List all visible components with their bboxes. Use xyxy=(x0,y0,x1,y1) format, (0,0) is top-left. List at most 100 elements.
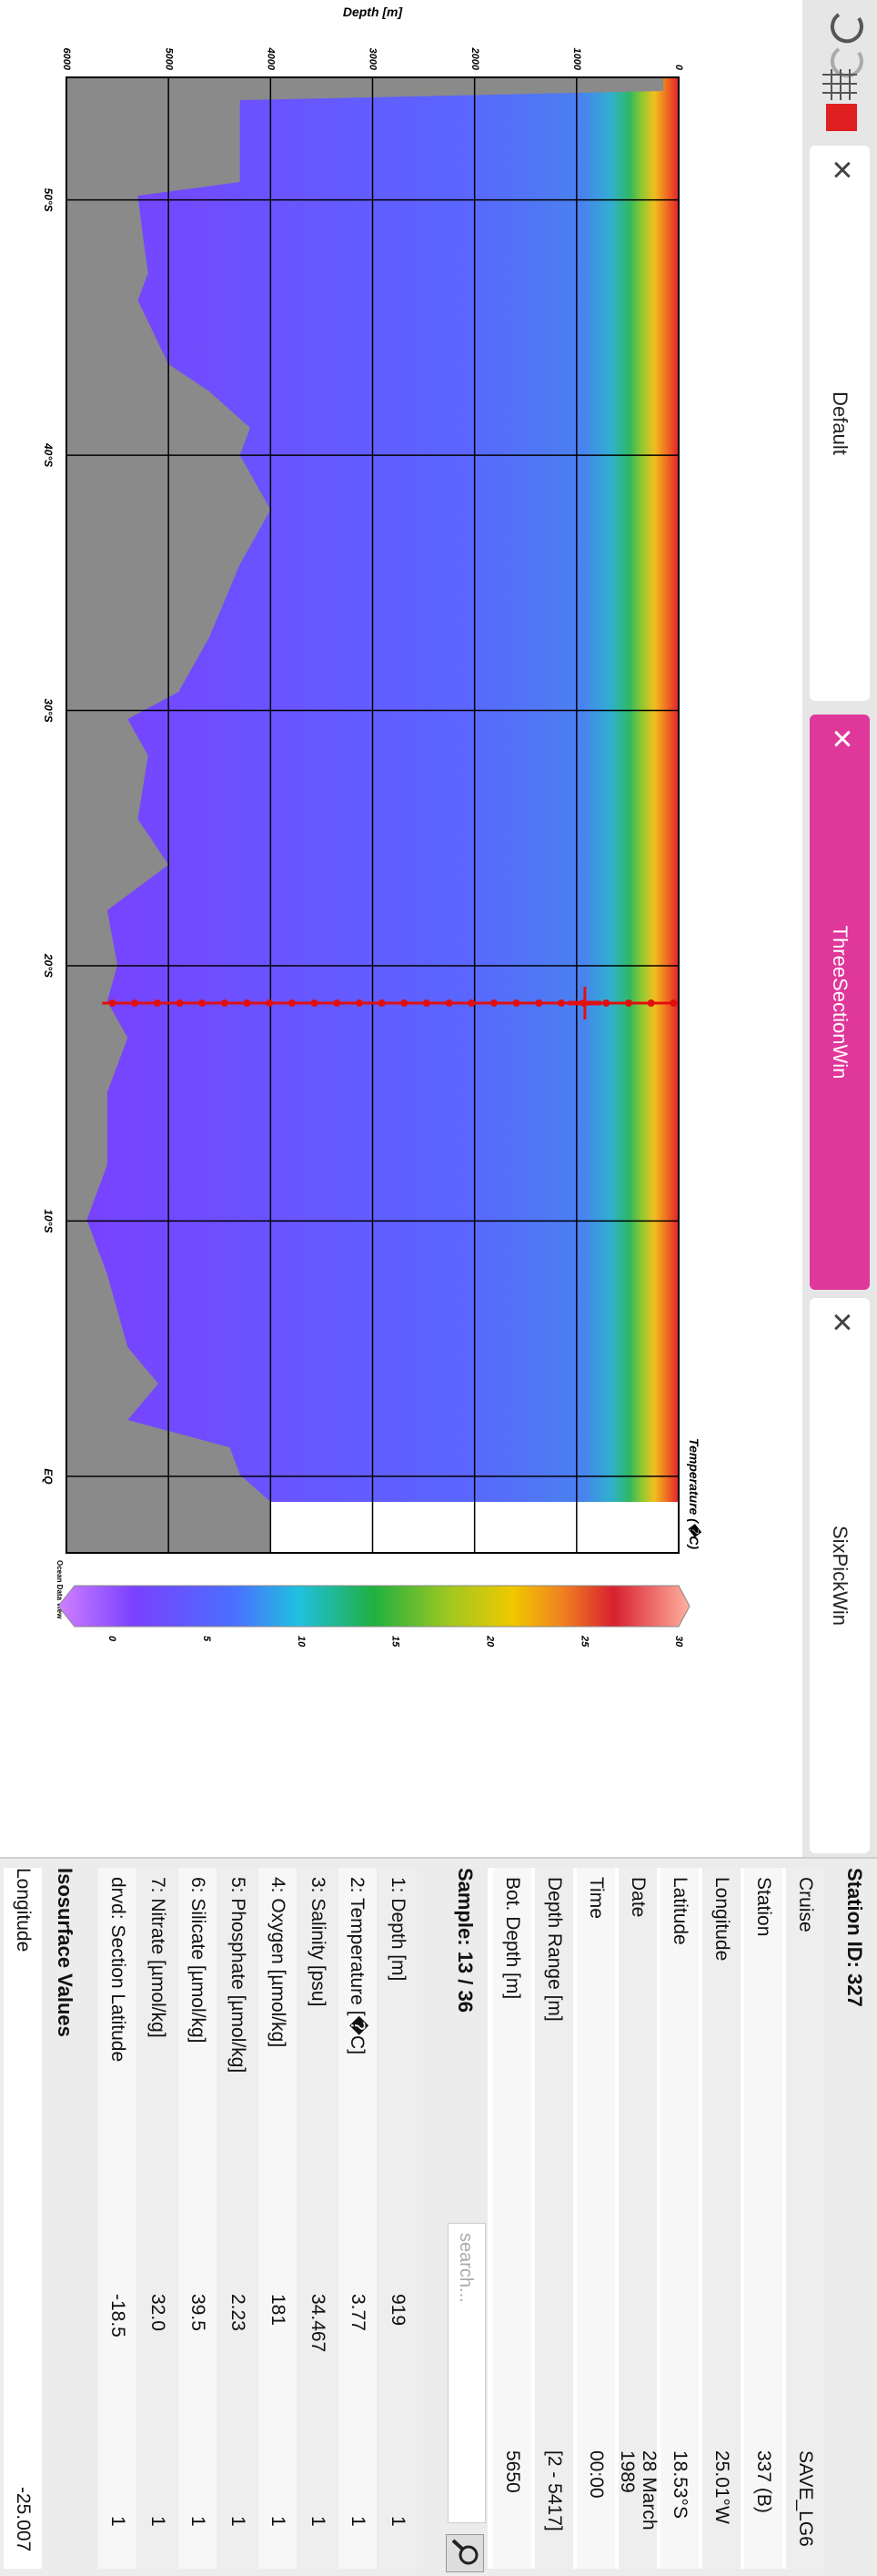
plot-frame xyxy=(66,76,680,1554)
field-flag: 1 xyxy=(147,2516,168,2527)
field-value: 39.5 xyxy=(187,2294,208,2331)
x-tick-label: 50°S xyxy=(42,188,55,212)
sample-row: 7: Nitrate [µmol/kg] 32.0 1 xyxy=(138,1868,176,2569)
field-value: 919 xyxy=(388,2294,408,2327)
sample-dot xyxy=(468,999,476,1007)
tab-close[interactable]: ✕ xyxy=(826,1311,856,1334)
sample-dot xyxy=(535,999,543,1007)
colorbar-tick-label: 25 xyxy=(579,1635,590,1648)
tab-label: ThreeSectionWin xyxy=(829,925,852,1080)
toolbar-icons xyxy=(822,13,863,131)
colorbar-tick-label: 15 xyxy=(390,1636,401,1648)
field-flag: 1 xyxy=(388,2516,408,2527)
colorbar-tick-label: 20 xyxy=(484,1635,495,1648)
sample-row: 3: Salinity [psu] 34.467 1 xyxy=(298,1868,337,2569)
field-flag: 1 xyxy=(107,2516,128,2527)
tab-close[interactable]: ✕ xyxy=(826,727,856,751)
colorbar-tick-label: 5 xyxy=(201,1636,212,1642)
sample-dot xyxy=(266,999,274,1007)
field-name: 6: Silicate [µmol/kg] xyxy=(187,1877,208,2044)
sample-dot xyxy=(131,999,139,1007)
y-tick-label: 0 xyxy=(673,65,684,71)
sample-dot xyxy=(489,999,498,1007)
field-value: 28 March 1989 xyxy=(617,2450,660,2530)
sample-row: 6: Silicate [µmol/kg] 39.5 1 xyxy=(178,1868,217,2569)
field-name: Station xyxy=(753,1877,774,1937)
field-value: -25.007 xyxy=(13,2487,34,2552)
color-icon[interactable] xyxy=(826,104,857,131)
field-name: 7: Nitrate [µmol/kg] xyxy=(147,1877,168,2038)
search-icon xyxy=(459,2545,479,2565)
sample-dot xyxy=(400,999,408,1007)
search-button[interactable] xyxy=(446,2534,484,2572)
tab[interactable]: ✕ Default xyxy=(810,146,870,701)
sample-row: 1: Depth [m] 919 1 xyxy=(378,1868,417,2569)
tab[interactable]: ✕ SixPickWin xyxy=(810,1298,870,1853)
x-tick-label: 40°S xyxy=(42,442,55,467)
field-name: Longitude xyxy=(711,1877,732,1962)
field-flag: 1 xyxy=(227,2516,248,2527)
y-tick-label: 2000 xyxy=(469,47,480,71)
y-tick-label: 1000 xyxy=(571,48,582,71)
sample-dot xyxy=(310,999,318,1007)
section-chart: 0 1000 2000 3000 4000 5000 6000 50°S 40°S 30°S 20°… xyxy=(42,5,702,1648)
field-name: Longitude xyxy=(13,1868,34,1952)
field-name: Date xyxy=(628,1877,649,1918)
field-flag: 1 xyxy=(187,2516,208,2527)
seafloor xyxy=(66,77,664,1553)
sample-row: drvd: Section Latitude -18.5 1 xyxy=(98,1868,136,2569)
tab-close[interactable]: ✕ xyxy=(826,158,856,182)
chart-title: Temperature (�C) xyxy=(687,1438,702,1549)
field-name: Cruise xyxy=(795,1877,816,1932)
y-tick-label: 4000 xyxy=(265,47,276,71)
field-value: 3.77 xyxy=(348,2294,368,2331)
tab-bar: ✕ Default ✕ ThreeSectionWin ✕ SixPickWin xyxy=(802,0,877,1857)
sample-dot xyxy=(355,999,363,1007)
field-value: -18.5 xyxy=(107,2294,128,2338)
station-row: Station 337 (B) xyxy=(744,1868,782,2569)
field-name: Latitude xyxy=(670,1877,691,1945)
sample-dot xyxy=(108,999,116,1007)
isosurface-row: Longitude -25.007 xyxy=(4,1868,42,2569)
sample-dot xyxy=(602,999,610,1007)
sample-dot xyxy=(378,999,386,1007)
credit: Ocean Data View xyxy=(55,1560,64,1619)
field-name: Time xyxy=(586,1877,607,1919)
field-flag: 1 xyxy=(348,2516,368,2527)
tab-label: Default xyxy=(829,391,852,455)
sample-dot xyxy=(153,999,161,1007)
grid-icon[interactable] xyxy=(822,69,857,100)
station-row: Depth Range [m] [2 - 5417] xyxy=(535,1868,573,2569)
sample-dot xyxy=(670,999,678,1007)
redo-icon[interactable] xyxy=(830,47,863,78)
field-value: 181 xyxy=(267,2294,288,2327)
sample-dot xyxy=(625,999,633,1007)
y-axis-label: Depth [m] xyxy=(343,5,404,19)
sample-dot xyxy=(512,999,520,1007)
field-value: 34.467 xyxy=(307,2294,328,2353)
y-tick-label: 6000 xyxy=(61,48,72,71)
sample-row: 5: Phosphate [µmol/kg] 2.23 1 xyxy=(218,1868,257,2569)
sample-dot xyxy=(176,999,184,1007)
field-value: 00:00 xyxy=(586,2450,607,2499)
sample-dot xyxy=(647,999,655,1007)
field-value: 18.53°S xyxy=(670,2450,691,2519)
undo-icon[interactable] xyxy=(830,13,863,44)
station-row: Date 28 March 1989 xyxy=(617,1868,660,2569)
field-name: drvd: Section Latitude xyxy=(107,1877,128,2063)
sample-row: 2: Temperature [�C] 3.77 1 xyxy=(338,1868,377,2569)
sample-row: 4: Oxygen [µmol/kg] 181 1 xyxy=(258,1868,297,2569)
tab-active[interactable]: ✕ ThreeSectionWin xyxy=(810,715,870,1290)
field-value: [2 - 5417] xyxy=(544,2450,565,2531)
info-panel: Station ID: 327 Cruise SAVE_LG6 Station 337 … xyxy=(0,1857,877,2576)
field-flag: 1 xyxy=(307,2516,328,2527)
field-value: 2.23 xyxy=(227,2294,248,2331)
field-value: 25.01°W xyxy=(711,2450,732,2524)
station-row: Bot. Depth [m] 5650 xyxy=(493,1868,531,2569)
colorbar-tick-label: 10 xyxy=(296,1636,307,1648)
y-tick-label: 5000 xyxy=(163,48,174,71)
isosurface-title: Isosurface Values xyxy=(54,1868,76,2037)
sample-dot xyxy=(243,999,251,1007)
search-box[interactable]: search... xyxy=(448,2223,486,2523)
